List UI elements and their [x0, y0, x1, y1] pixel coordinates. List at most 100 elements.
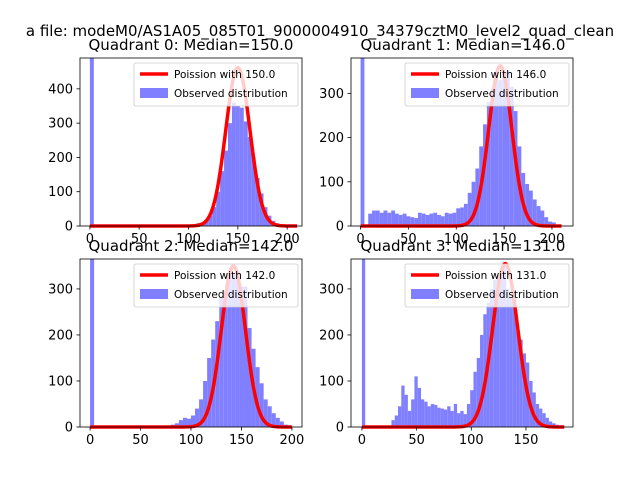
histogram-bar	[267, 406, 272, 427]
legend-label-poisson: Poission with 150.0	[174, 69, 275, 81]
histogram-bar	[427, 406, 431, 427]
legend: Poission with 146.0 Observed distribution	[404, 62, 570, 107]
legend: Poission with 150.0 Observed distribution	[133, 62, 299, 107]
histogram-bar	[483, 124, 487, 226]
histogram-bar	[243, 286, 248, 427]
histogram-bar	[398, 406, 402, 427]
y-tick-label: 0	[336, 421, 344, 436]
histogram-bar	[535, 403, 540, 427]
histogram-bar	[460, 410, 464, 427]
histogram-bar	[470, 390, 474, 427]
panel-quadrant-2: 0 50 100 150 200 0 100 200 300 Poission with 142.…	[48, 237, 304, 448]
x-tick-label: 150	[229, 433, 254, 448]
histogram-bar	[450, 410, 454, 427]
histogram-bar	[489, 288, 494, 427]
x-tick-label: 200	[279, 433, 304, 448]
histogram-bar	[224, 150, 228, 226]
histogram-bar	[215, 321, 220, 427]
histogram-bar	[512, 302, 517, 427]
panel-title: Quadrant 3: Median=131.0	[361, 237, 566, 255]
histogram-bar	[402, 213, 407, 226]
histogram-bar	[506, 71, 510, 227]
histogram-bar	[251, 157, 256, 226]
legend-patch-swatch	[140, 289, 168, 299]
histogram-bar	[394, 415, 399, 427]
histogram-bar	[417, 387, 421, 427]
histogram-bar	[437, 214, 441, 226]
histogram-bar	[430, 403, 435, 427]
histogram-bar	[545, 417, 549, 427]
y-tick-label: 300	[48, 282, 73, 297]
panel-title: Quadrant 1: Median=146.0	[361, 36, 566, 54]
legend-label-observed: Observed distribution	[174, 289, 288, 301]
y-tick-label: 100	[319, 175, 344, 190]
histogram-bar	[421, 213, 426, 226]
histogram-bar	[275, 417, 280, 427]
legend-box	[133, 62, 299, 107]
histogram-bar	[503, 265, 507, 427]
histogram-bar	[219, 298, 224, 427]
histogram-bar	[498, 80, 503, 227]
histogram-bar	[182, 417, 187, 427]
y-tick-label: 200	[319, 131, 344, 146]
histogram-bar	[90, 259, 95, 427]
histogram-bar	[480, 334, 484, 427]
histogram-bar	[379, 212, 384, 226]
histogram-bar	[89, 58, 94, 226]
histogram-bar	[207, 357, 212, 427]
histogram-bar	[532, 392, 536, 427]
x-tick-label: 50	[131, 232, 148, 247]
x-tick-label: 0	[86, 433, 94, 448]
histogram-bar	[499, 272, 504, 427]
histogram-bar	[434, 404, 438, 427]
panel-quadrant-1: 0 50 100 150 200 0 100 200 300 Poission with 146.…	[319, 36, 574, 247]
legend-box	[404, 62, 570, 107]
histogram-bar	[387, 212, 392, 226]
histogram-bar	[536, 206, 541, 226]
histogram-bar	[486, 102, 491, 226]
panel-quadrant-3: 0 50 100 150 0 100 200 300 Poission with 131.0 Ob…	[319, 237, 574, 448]
histogram-bar	[410, 217, 415, 226]
legend-label-observed: Observed distribution	[445, 289, 559, 301]
histogram-bar	[542, 413, 546, 427]
histogram-bar	[255, 178, 260, 226]
axes-frame	[350, 258, 574, 428]
histogram-bar	[437, 407, 441, 427]
histogram-bar	[259, 193, 264, 226]
histogram-bar	[271, 413, 276, 427]
histogram-bar	[247, 136, 252, 226]
y-tick-label: 100	[48, 185, 73, 200]
figure-suptitle: a file: modeM0/AS1A05_085T01_9000004910_…	[26, 22, 614, 41]
histogram-bar	[540, 210, 545, 226]
histogram-bar	[509, 86, 514, 226]
histogram-bar	[460, 207, 464, 226]
histogram-bar	[361, 259, 366, 427]
histogram-bars	[89, 58, 292, 226]
histogram-bar	[456, 208, 461, 226]
histogram-bar	[440, 216, 445, 226]
histogram-bar	[195, 408, 200, 427]
histogram-bar	[398, 214, 403, 226]
histogram-bar	[239, 107, 244, 226]
x-tick-label: 100	[459, 433, 484, 448]
histogram-bar	[463, 414, 467, 427]
histogram-bar	[208, 215, 213, 226]
histogram-bar	[519, 339, 523, 427]
histogram-bar	[178, 420, 183, 427]
x-tick-label: 100	[176, 232, 201, 247]
y-tick-label: 400	[48, 82, 73, 97]
x-tick-label: 100	[179, 433, 204, 448]
histogram-bar	[203, 380, 208, 427]
histogram-bar	[466, 403, 471, 427]
y-tick-label: 200	[48, 151, 73, 166]
x-tick-label: 50	[408, 433, 425, 448]
histogram-bar	[552, 423, 556, 427]
histogram-bar	[506, 288, 510, 427]
histogram-bar	[417, 212, 422, 226]
legend-label-poisson: Poission with 131.0	[445, 270, 546, 282]
histogram-bar	[539, 408, 543, 427]
histogram-bar	[375, 210, 380, 226]
legend-patch-swatch	[411, 88, 439, 98]
histogram-bar	[406, 216, 411, 226]
y-tick-label: 300	[319, 282, 344, 297]
